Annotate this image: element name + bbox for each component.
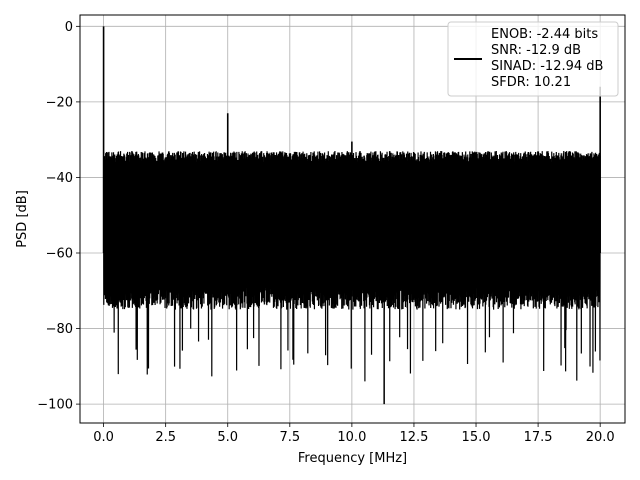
legend: ENOB: -2.44 bits SNR: -12.9 dB SINAD: -1…	[447, 21, 619, 97]
legend-sfdr: SFDR: 10.21	[491, 75, 571, 90]
legend-enob: ENOB: -2.44 bits	[491, 27, 598, 42]
x-axis-ticks: 0.0 2.5 5.0 7.5 10.0 12.5 15.0 17.5 20.0	[93, 423, 615, 445]
x-tick-label: 10.0	[337, 430, 366, 445]
x-tick-label: 0.0	[93, 430, 114, 445]
legend-sinad: SINAD: -12.94 dB	[491, 59, 603, 74]
y-axis-ticks: 0 −20 −40 −60 −80 −100	[37, 20, 80, 413]
y-axis-label: PSD [dB]	[15, 190, 30, 248]
psd-series	[102, 26, 601, 405]
y-tick-label: −100	[37, 398, 73, 413]
y-tick-label: −40	[46, 171, 73, 186]
x-tick-label: 17.5	[524, 430, 553, 445]
x-tick-label: 12.5	[399, 430, 428, 445]
plot-frame	[79, 14, 626, 424]
x-tick-label: 7.5	[279, 430, 300, 445]
x-tick-label: 5.0	[217, 430, 238, 445]
y-tick-label: −60	[46, 247, 73, 262]
x-tick-label: 15.0	[462, 430, 491, 445]
x-axis-label: Frequency [MHz]	[298, 451, 407, 466]
y-tick-label: 0	[65, 20, 73, 35]
legend-box	[447, 21, 619, 97]
x-tick-label: 2.5	[155, 430, 176, 445]
y-tick-label: −80	[46, 322, 73, 337]
legend-snr: SNR: -12.9 dB	[491, 43, 581, 58]
x-tick-label: 20.0	[586, 430, 615, 445]
y-tick-label: −20	[46, 95, 73, 110]
